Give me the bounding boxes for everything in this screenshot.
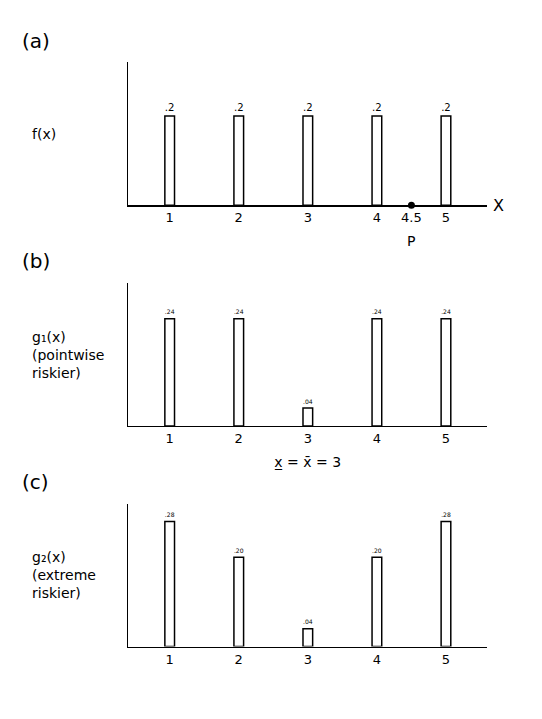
- svg-text:2: 2: [235, 431, 243, 446]
- svg-text:.2: .2: [372, 102, 382, 113]
- svg-text:.04: .04: [303, 398, 313, 405]
- svg-text:1: 1: [166, 431, 174, 446]
- svg-text:(a): (a): [22, 29, 50, 53]
- svg-text:P: P: [407, 233, 415, 249]
- svg-text:.20: .20: [372, 547, 382, 554]
- svg-text:2: 2: [235, 210, 243, 225]
- svg-text:3: 3: [304, 431, 312, 446]
- svg-text:g₂(x)(extremeriskier): g₂(x)(extremeriskier): [32, 549, 96, 601]
- svg-text:.2: .2: [441, 102, 451, 113]
- svg-text:(b): (b): [22, 249, 50, 273]
- svg-text:4: 4: [373, 431, 381, 446]
- svg-text:5: 5: [442, 652, 450, 667]
- svg-text:.28: .28: [441, 511, 451, 518]
- svg-text:.04: .04: [303, 618, 313, 625]
- svg-text:X: X: [493, 196, 504, 215]
- svg-text:3: 3: [304, 210, 312, 225]
- svg-text:.2: .2: [165, 102, 175, 113]
- svg-text:.2: .2: [303, 102, 313, 113]
- svg-text:.24: .24: [372, 308, 382, 315]
- svg-text:.24: .24: [441, 308, 451, 315]
- svg-text:4: 4: [373, 210, 381, 225]
- svg-text:4: 4: [373, 652, 381, 667]
- svg-text:.24: .24: [234, 308, 244, 315]
- svg-text:.2: .2: [234, 102, 244, 113]
- svg-text:2: 2: [235, 652, 243, 667]
- svg-text:4.5: 4.5: [401, 210, 422, 225]
- svg-text:3: 3: [304, 652, 312, 667]
- svg-text:(c): (c): [22, 470, 49, 494]
- svg-text:1: 1: [166, 210, 174, 225]
- svg-text:.28: .28: [165, 511, 175, 518]
- svg-text:.20: .20: [234, 547, 244, 554]
- svg-text:x̲ = x̄ = 3: x̲ = x̄ = 3: [274, 454, 341, 470]
- svg-text:.24: .24: [165, 308, 175, 315]
- svg-text:1: 1: [166, 652, 174, 667]
- svg-text:g₁(x)(pointwiseriskier): g₁(x)(pointwiseriskier): [32, 329, 104, 381]
- svg-text:5: 5: [442, 210, 450, 225]
- svg-text:f(x): f(x): [32, 126, 56, 142]
- svg-text:5: 5: [442, 431, 450, 446]
